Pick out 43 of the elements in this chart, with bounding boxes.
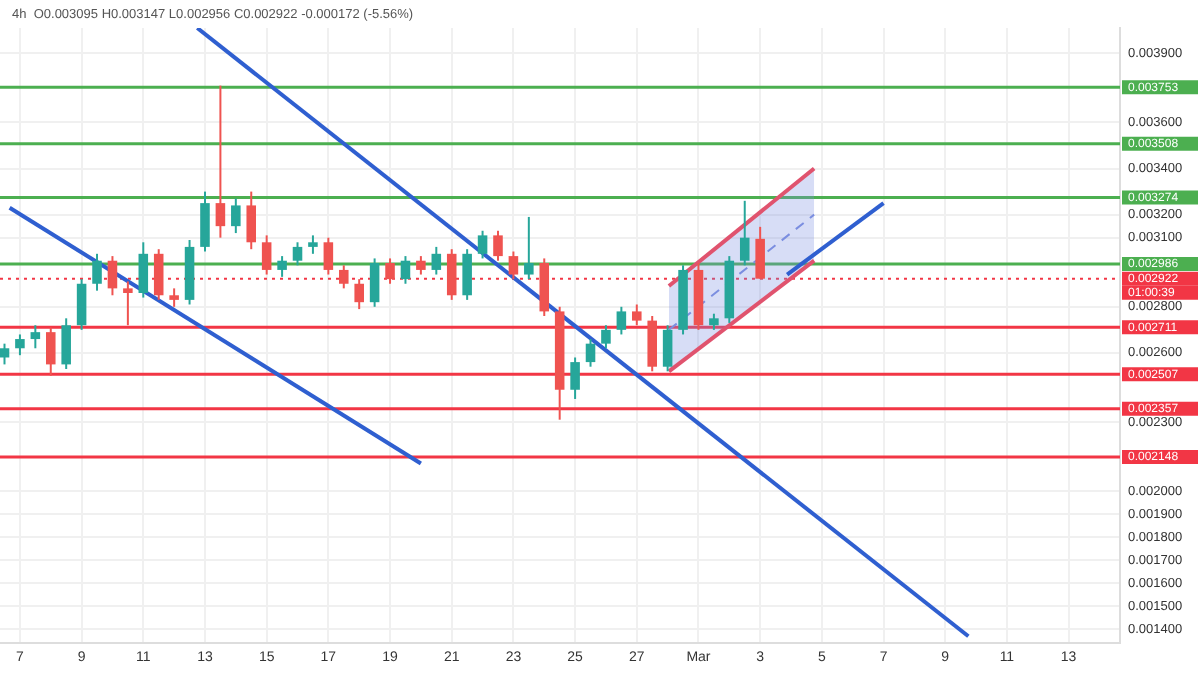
candlestick [585, 338, 596, 368]
candlestick [30, 324, 41, 350]
candlestick [570, 356, 580, 400]
candlestick [292, 241, 303, 267]
candlestick [215, 84, 226, 239]
candlestick [0, 342, 10, 366]
candlestick [385, 257, 395, 285]
candlestick [662, 324, 673, 373]
candlestick [308, 234, 318, 255]
candlestick [45, 326, 56, 377]
candlestick [200, 190, 210, 253]
candlestick [15, 333, 25, 357]
candlestick [369, 257, 380, 308]
candlestick [647, 315, 657, 373]
candlestick [323, 236, 334, 276]
candlestick [61, 317, 71, 371]
candlestick [431, 245, 442, 276]
candlestick [446, 248, 457, 301]
candlestick [107, 255, 118, 297]
candlestick [123, 280, 133, 327]
candlestick [338, 264, 349, 290]
candlestick [493, 229, 503, 262]
candlestick [601, 324, 611, 350]
candlestick [400, 255, 411, 285]
candlestick [153, 248, 164, 301]
candlestick [616, 305, 627, 336]
candlestick [169, 287, 179, 308]
candlestick [277, 255, 287, 278]
candlestick [508, 250, 519, 281]
candlestick [354, 278, 364, 311]
candlestick [739, 199, 750, 267]
candlestick [477, 229, 488, 260]
candlestick [524, 215, 534, 281]
candlestick [138, 241, 149, 299]
candlestick [231, 197, 241, 235]
candlestick [462, 248, 472, 301]
candlestick [755, 225, 765, 280]
candlestick [92, 252, 102, 292]
candlestick [416, 255, 426, 276]
candlestick [76, 278, 87, 331]
candlestick [632, 303, 642, 327]
candlestick [261, 234, 272, 276]
candlestick [246, 190, 257, 251]
